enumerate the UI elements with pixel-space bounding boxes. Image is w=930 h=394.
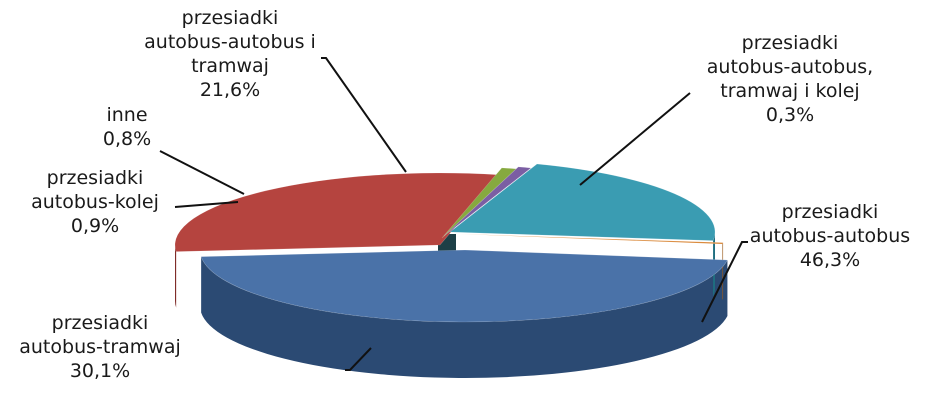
leader-lines [159, 57, 748, 371]
leader-line-0 [701, 241, 748, 323]
leader-line-1 [345, 347, 372, 371]
slice-4 [449, 163, 716, 241]
slice-0 [200, 249, 728, 323]
slice-1 [174, 172, 501, 252]
slice-side-1 [175, 245, 177, 308]
label-autobus-autobus-tramwaj-i-kolej: przesiadki autobus-autobus, tramwaj i ko… [706, 32, 874, 126]
leader-line-2 [174, 201, 239, 208]
leader-line-5 [579, 92, 691, 186]
slice-5 [459, 233, 724, 245]
slice-side-0 [201, 256, 728, 379]
label-autobus-tramwaj: przesiadki autobus-tramwaj 30,1% [19, 312, 181, 382]
slice-side-5 [722, 242, 724, 301]
label-autobus-autobus-i-tramwaj: przesiadki autobus-autobus i tramwaj 21,… [144, 7, 316, 101]
label-inne: inne 0,8% [102, 104, 152, 150]
slice-3 [443, 166, 532, 237]
leader-line-3 [159, 150, 245, 195]
slice-tops [174, 163, 728, 323]
leader-line-4 [321, 57, 407, 173]
label-autobus-autobus: przesiadki autobus-autobus 46,3% [749, 201, 911, 271]
label-autobus-kolej: przesiadki autobus-kolej 0,9% [31, 167, 159, 237]
